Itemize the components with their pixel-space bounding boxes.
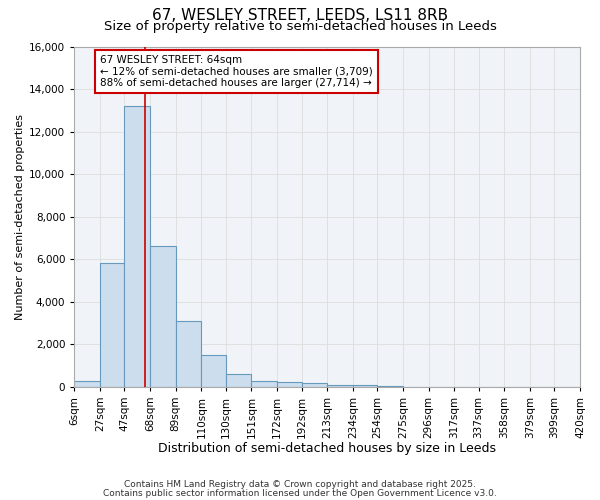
Y-axis label: Number of semi-detached properties: Number of semi-detached properties — [15, 114, 25, 320]
Bar — [302, 384, 327, 386]
Text: Contains public sector information licensed under the Open Government Licence v3: Contains public sector information licen… — [103, 488, 497, 498]
Bar — [226, 374, 251, 386]
Bar — [277, 382, 302, 386]
Text: Size of property relative to semi-detached houses in Leeds: Size of property relative to semi-detach… — [104, 20, 496, 33]
Bar — [202, 355, 226, 386]
Bar — [176, 321, 202, 386]
Bar — [74, 382, 100, 386]
Text: 67, WESLEY STREET, LEEDS, LS11 8RB: 67, WESLEY STREET, LEEDS, LS11 8RB — [152, 8, 448, 22]
Bar — [327, 384, 353, 386]
Bar — [124, 106, 150, 386]
Text: 67 WESLEY STREET: 64sqm
← 12% of semi-detached houses are smaller (3,709)
88% of: 67 WESLEY STREET: 64sqm ← 12% of semi-de… — [100, 55, 373, 88]
Bar — [150, 246, 176, 386]
X-axis label: Distribution of semi-detached houses by size in Leeds: Distribution of semi-detached houses by … — [158, 442, 496, 455]
Text: Contains HM Land Registry data © Crown copyright and database right 2025.: Contains HM Land Registry data © Crown c… — [124, 480, 476, 489]
Bar — [353, 384, 377, 386]
Bar — [251, 382, 277, 386]
Bar — [100, 264, 124, 386]
